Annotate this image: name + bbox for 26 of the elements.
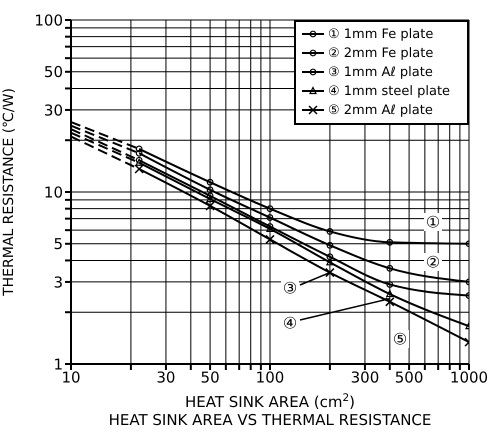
legend-label: ② 2mm Fe plate (327, 45, 434, 63)
y-tick-label: 30 (44, 101, 63, 120)
x-tick-label: 100 (256, 368, 284, 387)
y-tick-label: 50 (44, 63, 63, 82)
x-axis-title: HEAT SINK AREA (cm$^{2}$) (184, 392, 356, 411)
annotation: ③ (282, 278, 298, 298)
x-tick-label: 300 (350, 368, 380, 387)
annotation: ④ (282, 314, 298, 332)
y-tick-label: 100 (34, 11, 63, 30)
legend-label: ④ 1mm steel plate (327, 83, 452, 101)
y-tick-label: 1 (53, 355, 63, 374)
y-tick-label: 3 (53, 273, 63, 292)
x-tick-label: 50 (200, 368, 220, 387)
x-tick-label: 500 (394, 368, 424, 387)
x-tick-label: 1000 (450, 368, 488, 387)
annotation: ② (426, 252, 440, 272)
text: HEAT SINK AREA VS THERMAL RESISTANCE (108, 411, 432, 429)
legend-label: ③ 1mm Aℓ plate (327, 64, 434, 82)
x-tick-label: 30 (156, 368, 176, 387)
y-axis-title: THERMAL RESISTANCE (℃/W) (0, 88, 17, 297)
annotation: ⑤ (392, 330, 408, 348)
y-tick-label: 5 (53, 235, 63, 254)
annotation: ① (426, 212, 440, 232)
legend-label: ① 1mm Fe plate (327, 26, 434, 44)
y-tick-label: 10 (44, 183, 63, 202)
legend-label: ⑤ 2mm Aℓ plate (327, 102, 434, 120)
